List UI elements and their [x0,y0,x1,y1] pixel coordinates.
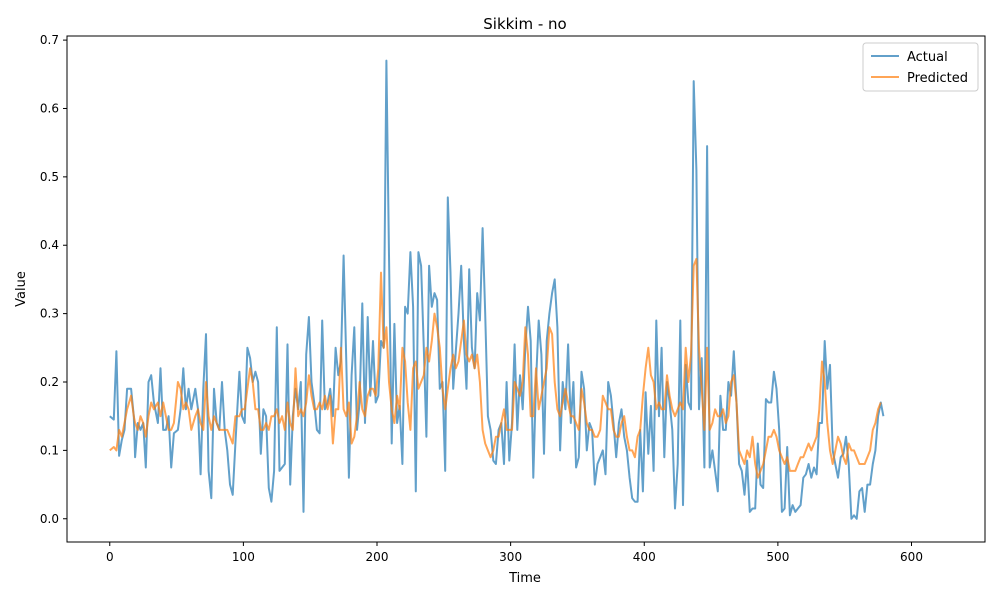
x-tick-label: 300 [499,550,522,564]
legend-label-actual: Actual [907,50,948,65]
y-tick-label: 0.6 [40,101,59,115]
x-tick-label: 200 [366,550,389,564]
y-tick-label: 0.3 [40,307,59,321]
x-tick-label: 100 [232,550,255,564]
y-tick-label: 0.2 [40,375,59,389]
series-layer [109,59,885,520]
series-line-predicted [109,257,882,479]
y-tick-label: 0.4 [40,238,59,252]
y-axis-label: Value [14,271,29,307]
y-axis: 0.0 0.1 0.2 0.3 0.4 0.5 0.6 0.7 [40,33,67,526]
y-tick-label: 0.0 [40,512,59,526]
y-tick-label: 0.1 [40,443,59,457]
legend-label-predicted: Predicted [907,71,968,86]
x-tick-label: 500 [766,550,789,564]
x-tick-label: 400 [633,550,656,564]
x-axis: 0 100 200 300 400 500 600 [106,542,923,564]
x-tick-label: 0 [106,550,114,564]
plot-frame [66,35,986,543]
y-tick-label: 0.7 [40,33,59,47]
x-tick-label: 600 [900,550,923,564]
legend: Actual Predicted [862,42,979,92]
y-tick-label: 0.5 [40,170,59,184]
chart-title: Sikkim - no [483,15,566,33]
x-axis-label: Time [508,571,541,586]
